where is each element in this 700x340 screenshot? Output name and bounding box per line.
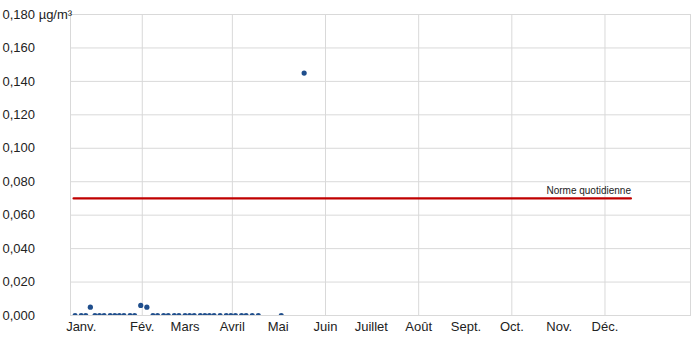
svg-text:0,120: 0,120 <box>3 107 36 122</box>
svg-text:0,000: 0,000 <box>3 308 36 323</box>
svg-text:0,020: 0,020 <box>3 274 36 289</box>
svg-text:Fév.: Fév. <box>130 319 154 334</box>
svg-text:Mai: Mai <box>268 319 289 334</box>
svg-text:Juillet: Juillet <box>355 319 389 334</box>
svg-text:Nov.: Nov. <box>546 319 572 334</box>
svg-text:Norme quotidienne: Norme quotidienne <box>546 185 631 196</box>
svg-text:0,140: 0,140 <box>3 74 36 89</box>
svg-text:Juin: Juin <box>314 319 338 334</box>
svg-text:0,100: 0,100 <box>3 140 36 155</box>
svg-text:0,060: 0,060 <box>3 207 36 222</box>
svg-text:Janv.: Janv. <box>66 319 96 334</box>
svg-text:Sept.: Sept. <box>451 319 481 334</box>
svg-text:0,160: 0,160 <box>3 40 36 55</box>
svg-text:0,180 µg/m³: 0,180 µg/m³ <box>3 7 73 22</box>
svg-text:0,080: 0,080 <box>3 174 36 189</box>
svg-text:Déc.: Déc. <box>592 319 619 334</box>
svg-text:Mars: Mars <box>171 319 200 334</box>
svg-text:0,040: 0,040 <box>3 241 36 256</box>
svg-text:Oct.: Oct. <box>500 319 524 334</box>
svg-text:Août: Août <box>405 319 432 334</box>
svg-text:Avril: Avril <box>220 319 245 334</box>
